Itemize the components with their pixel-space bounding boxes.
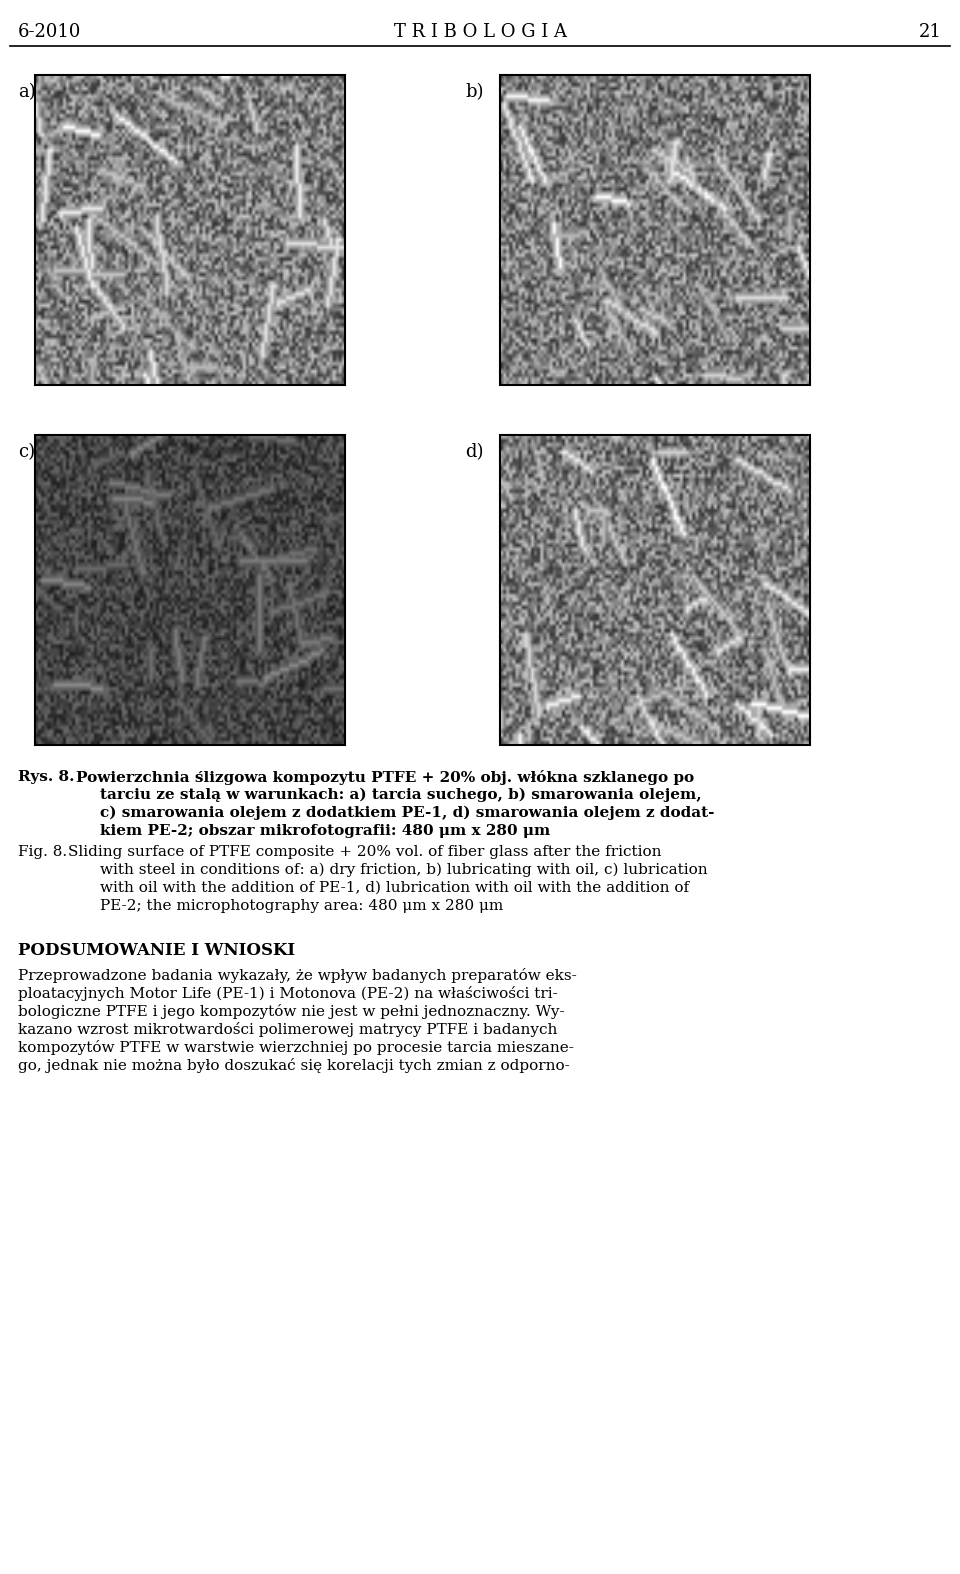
Text: Powierzchnia ślizgowa kompozytu PTFE + 20% obj. włókna szklanego po: Powierzchnia ślizgowa kompozytu PTFE + 2… (76, 770, 694, 785)
Text: with oil with the addition of PE-1, d) lubrication with oil with the addition of: with oil with the addition of PE-1, d) l… (100, 881, 689, 896)
Text: c) smarowania olejem z dodatkiem PE-1, d) smarowania olejem z dodat-: c) smarowania olejem z dodatkiem PE-1, d… (100, 806, 714, 820)
Text: b): b) (465, 83, 484, 101)
Text: Fig. 8.: Fig. 8. (18, 845, 67, 859)
Text: kazano wzrost mikrotwardości polimerowej matrycy PTFE i badanych: kazano wzrost mikrotwardości polimerowej… (18, 1022, 558, 1037)
Text: ploatacyjnych Motor Life (PE-1) i Motonova (PE-2) na właściwości tri-: ploatacyjnych Motor Life (PE-1) i Motono… (18, 985, 558, 1001)
Text: Przeprowadzone badania wykazały, że wpływ badanych preparatów eks-: Przeprowadzone badania wykazały, że wpły… (18, 968, 577, 984)
Text: PODSUMOWANIE I WNIOSKI: PODSUMOWANIE I WNIOSKI (18, 941, 295, 959)
Bar (500, 76, 810, 386)
Text: Sliding surface of PTFE composite + 20% vol. of fiber glass after the friction: Sliding surface of PTFE composite + 20% … (68, 845, 661, 859)
Text: bologiczne PTFE i jego kompozytów nie jest w pełni jednoznaczny. Wy-: bologiczne PTFE i jego kompozytów nie je… (18, 1004, 564, 1018)
Text: go, jednak nie można było doszukać się korelacji tych zmian z odporno-: go, jednak nie można było doszukać się k… (18, 1058, 569, 1073)
Text: 21: 21 (919, 24, 942, 41)
Text: a): a) (18, 83, 36, 101)
Text: d): d) (465, 442, 484, 461)
Bar (35, 76, 345, 386)
Text: 6-2010: 6-2010 (18, 24, 82, 41)
Text: with steel in conditions of: a) dry friction, b) lubricating with oil, c) lubric: with steel in conditions of: a) dry fric… (100, 863, 708, 877)
Text: kompozytów PTFE w warstwie wierzchniej po procesie tarcia mieszane-: kompozytów PTFE w warstwie wierzchniej p… (18, 1040, 574, 1055)
Text: tarciu ze stalą w warunkach: a) tarcia suchego, b) smarowania olejem,: tarciu ze stalą w warunkach: a) tarcia s… (100, 789, 702, 803)
Text: PE-2; the microphotography area: 480 μm x 280 μm: PE-2; the microphotography area: 480 μm … (100, 899, 503, 913)
Text: T R I B O L O G I A: T R I B O L O G I A (394, 24, 566, 41)
Bar (500, 434, 810, 745)
Text: kiem PE-2; obszar mikrofotografii: 480 μm x 280 μm: kiem PE-2; obszar mikrofotografii: 480 μ… (100, 825, 550, 837)
Bar (35, 434, 345, 745)
Text: Rys. 8.: Rys. 8. (18, 770, 75, 784)
Text: c): c) (18, 442, 36, 461)
